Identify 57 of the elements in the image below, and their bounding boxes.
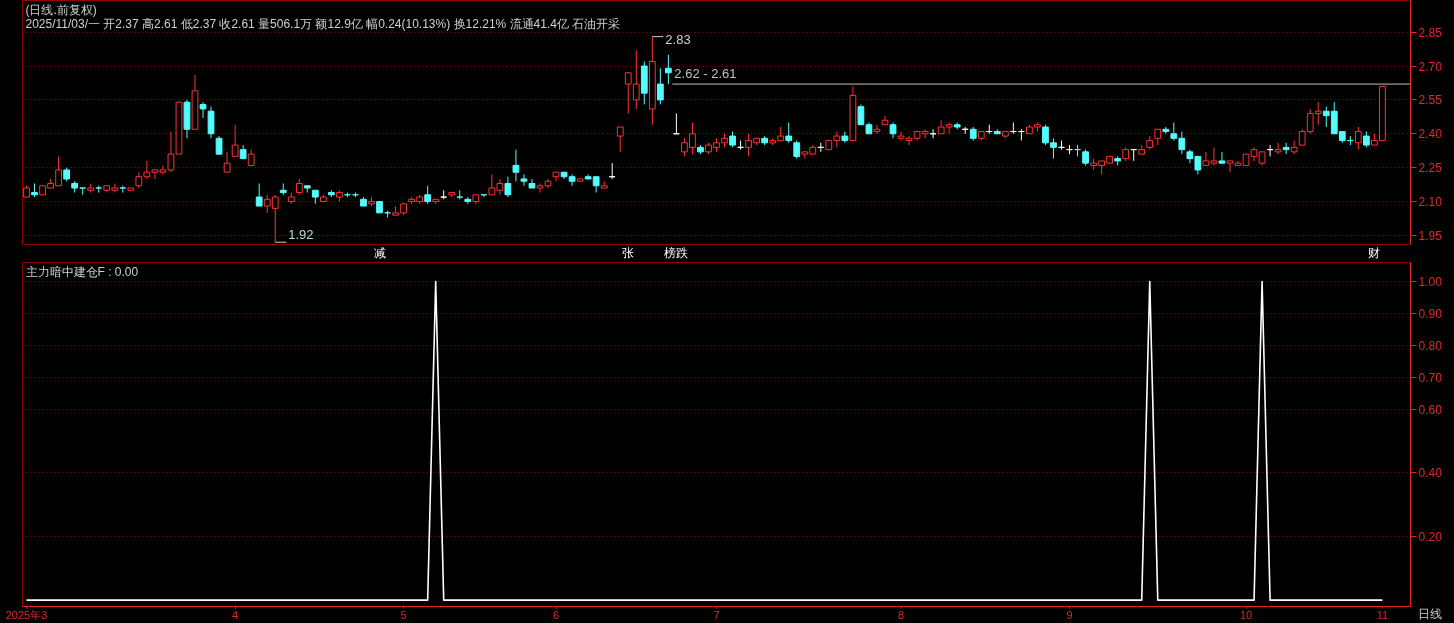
y-tick-label: 0.60 (1418, 402, 1443, 417)
x-tick-label: 张 (622, 245, 635, 260)
x-tick-label: 11 (1376, 608, 1389, 621)
y-tick-label: 2.85 (1418, 25, 1443, 40)
x-tick-label: 榜跌 (664, 245, 689, 260)
candlestick (199, 101, 207, 119)
y-tick-label: 0.80 (1418, 338, 1443, 353)
candlestick (504, 176, 512, 198)
candlestick (1218, 151, 1226, 164)
candlestick (793, 140, 801, 160)
text: 1.92 (288, 227, 314, 243)
x-tick-label: 10 (1239, 608, 1253, 621)
x-tick-label: 6 (552, 608, 560, 621)
x-tick-label: 5 (400, 608, 407, 621)
y-tick-label: 2.40 (1418, 127, 1443, 142)
y-tick-label: 0.40 (1418, 466, 1443, 481)
candlestick (1274, 142, 1282, 155)
candlestick (897, 131, 905, 142)
candlestick (616, 126, 624, 153)
candlestick (520, 173, 528, 187)
candlestick (1282, 142, 1290, 155)
chart-title: (日线.前复权) (25, 2, 97, 17)
ref-line-label: 2.62 - 2.61 (674, 66, 737, 82)
candlestick (785, 122, 793, 144)
y-tick-label: 2.55 (1418, 93, 1443, 108)
y-tick-label: 0.90 (1418, 306, 1443, 321)
y-tick-label: 2.25 (1418, 161, 1443, 176)
candlestick (873, 124, 881, 135)
y-tick-label: 1.95 (1418, 228, 1443, 243)
candlestick (857, 103, 865, 126)
x-tick-label: 4 (232, 608, 239, 621)
y-tick-label: 1.00 (1418, 275, 1443, 290)
text: 2025/11/03/一 开2.37 高2.61 低2.37 收2.61 量506.1万 额12.9亿 幅0.24(10.13%) 换12.21% 流通41.4亿 石油开采 (25, 16, 621, 31)
y-tick-label: 0.70 (1418, 370, 1443, 385)
x-tick-label: 8 (897, 608, 905, 621)
candlestick (1354, 126, 1362, 151)
candlestick (207, 106, 215, 139)
candlestick (215, 135, 223, 155)
candlestick (223, 151, 231, 173)
y-tick-label: 0.20 (1418, 529, 1443, 544)
chart-title: 主力暗中建仓F : 0.00 (25, 264, 139, 279)
candlestick (231, 124, 239, 157)
x-tick-label: 9 (1066, 608, 1073, 621)
candlestick (255, 183, 263, 207)
candlestick (512, 149, 520, 182)
x-tick-label: 7 (713, 608, 720, 621)
candlestick (424, 185, 432, 205)
text: 2.83 (665, 31, 691, 47)
candlestick (664, 54, 672, 85)
x-tick-label: 财 (1368, 245, 1381, 260)
text: 日线 (1418, 607, 1442, 621)
candlestick (841, 131, 849, 144)
x-tick-label: 减 (373, 245, 386, 260)
y-tick-label: 2.10 (1418, 195, 1443, 210)
candlestick (656, 67, 664, 105)
x-tick-label: 2025年3 (5, 608, 48, 621)
y-tick-label: 2.70 (1418, 59, 1443, 74)
